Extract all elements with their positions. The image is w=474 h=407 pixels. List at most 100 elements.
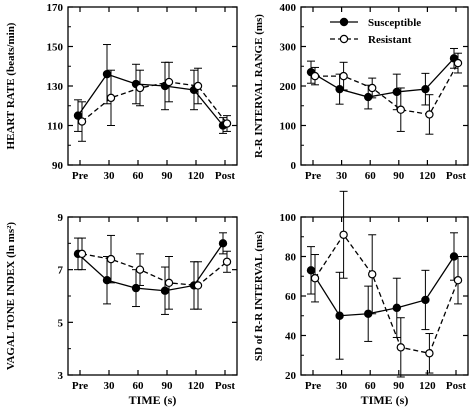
data-point	[425, 110, 434, 119]
x-tick-label: Pre	[305, 380, 321, 392]
data-point	[77, 249, 87, 259]
x-tick-label: 90	[162, 380, 174, 392]
data-point	[392, 87, 401, 97]
data-point	[339, 71, 348, 81]
y-tick-label: 5	[58, 317, 64, 329]
x-tick-label: 120	[188, 170, 205, 182]
data-point	[421, 295, 430, 305]
x-tick-label: 30	[336, 170, 348, 182]
y-tick-label: 80	[285, 252, 297, 264]
data-point	[306, 266, 316, 275]
series-susceptible	[306, 47, 459, 111]
series-susceptible	[306, 232, 459, 360]
data-point	[421, 84, 430, 94]
data-point	[131, 283, 141, 293]
x-tick-label: 120	[419, 170, 436, 182]
y-tick-label: 20	[285, 370, 297, 382]
data-point	[335, 84, 344, 94]
data-point	[453, 58, 463, 68]
x-tick-label: 90	[393, 380, 405, 392]
plot-frame	[67, 216, 238, 376]
data-point	[310, 274, 320, 283]
x-tick-label: 60	[365, 380, 377, 392]
y-tick-label: 60	[285, 291, 297, 303]
legend-marker	[339, 17, 349, 27]
series-line	[81, 81, 228, 124]
data-point	[193, 281, 203, 290]
data-point	[425, 349, 434, 358]
y-tick-label: 40	[285, 331, 297, 343]
series-line	[77, 73, 224, 126]
panel-2: 0 100 200 300 400 Pre 30 60 90 120 Post R-R INTERVA…	[253, 2, 469, 182]
x-tick-label: Post	[446, 170, 467, 182]
y-tick-label: 400	[280, 2, 297, 14]
series-susceptible	[73, 232, 228, 315]
panel-4: 20 40 60 80 100 Pre 30 60 90 120 Post SD of R-R INT…	[253, 190, 469, 407]
x-tick-label: 60	[365, 170, 377, 182]
data-point	[222, 119, 232, 128]
x-tick-label: Pre	[305, 170, 321, 182]
plot-frame	[300, 6, 469, 166]
y-axis-label: VAGAL TONE INDEX (ln ms²)	[5, 222, 17, 371]
x-tick-label: 120	[419, 380, 436, 392]
series-line	[314, 233, 459, 355]
data-point	[396, 105, 405, 114]
series-resistant	[310, 52, 463, 135]
y-axis-label: SD of R-R INTERVAL (ms)	[253, 231, 265, 362]
data-point	[77, 117, 87, 126]
legend: Susceptible Resistant	[330, 17, 421, 46]
x-tick-label: Post	[215, 380, 236, 392]
data-point	[396, 343, 405, 352]
x-tick-label: 60	[133, 380, 145, 392]
data-point	[218, 239, 228, 248]
y-tick-label: 110	[47, 121, 63, 133]
x-tick-label: Pre	[72, 380, 88, 392]
x-axis-label: TIME (s)	[361, 393, 409, 407]
x-tick-label: 60	[133, 170, 145, 182]
series-line	[77, 242, 224, 292]
data-point	[164, 278, 174, 288]
x-tick-label: Post	[215, 170, 236, 182]
y-tick-label: 90	[52, 160, 64, 172]
data-point	[310, 71, 320, 81]
x-tick-label: 30	[104, 380, 116, 392]
x-tick-label: Pre	[72, 170, 88, 182]
data-point	[106, 254, 116, 264]
panel-3: 3 5 7 9 Pre 30 60 90 120 Post VAGAL TONE INDEX (ln…	[5, 212, 238, 407]
x-tick-label: 30	[336, 380, 348, 392]
series-line	[81, 253, 228, 287]
x-tick-label: 30	[104, 170, 116, 182]
plot-frame	[300, 216, 469, 376]
series-line	[310, 256, 455, 317]
panel-1: 90 110 130 150 170 Pre 30 60 90 120 Post HEART RATE…	[5, 2, 238, 182]
series-resistant	[310, 190, 463, 378]
y-tick-label: 0	[291, 160, 297, 172]
y-tick-label: 130	[47, 81, 64, 93]
legend-marker	[339, 34, 349, 44]
series-resistant	[77, 234, 232, 310]
x-tick-label: 90	[393, 170, 405, 182]
data-point	[135, 83, 145, 93]
data-point	[368, 270, 377, 279]
series-line	[310, 57, 455, 98]
data-point	[392, 303, 401, 313]
data-point	[368, 83, 377, 93]
data-point	[106, 93, 116, 103]
data-point	[364, 92, 373, 102]
y-tick-label: 300	[280, 42, 297, 54]
y-tick-label: 100	[280, 121, 297, 133]
data-point	[222, 257, 232, 266]
series-susceptible	[73, 44, 228, 134]
x-tick-label: Post	[446, 380, 467, 392]
legend-label: Resistant	[368, 34, 412, 46]
legend-label: Susceptible	[368, 17, 421, 29]
y-tick-label: 9	[58, 212, 64, 224]
y-tick-label: 170	[47, 2, 64, 14]
series-resistant	[77, 61, 232, 142]
data-point	[164, 77, 174, 87]
x-tick-label: 120	[188, 380, 205, 392]
x-axis-label: TIME (s)	[129, 393, 177, 407]
y-axis-label: HEART RATE (beats/min)	[5, 22, 17, 149]
y-tick-label: 100	[280, 212, 297, 224]
